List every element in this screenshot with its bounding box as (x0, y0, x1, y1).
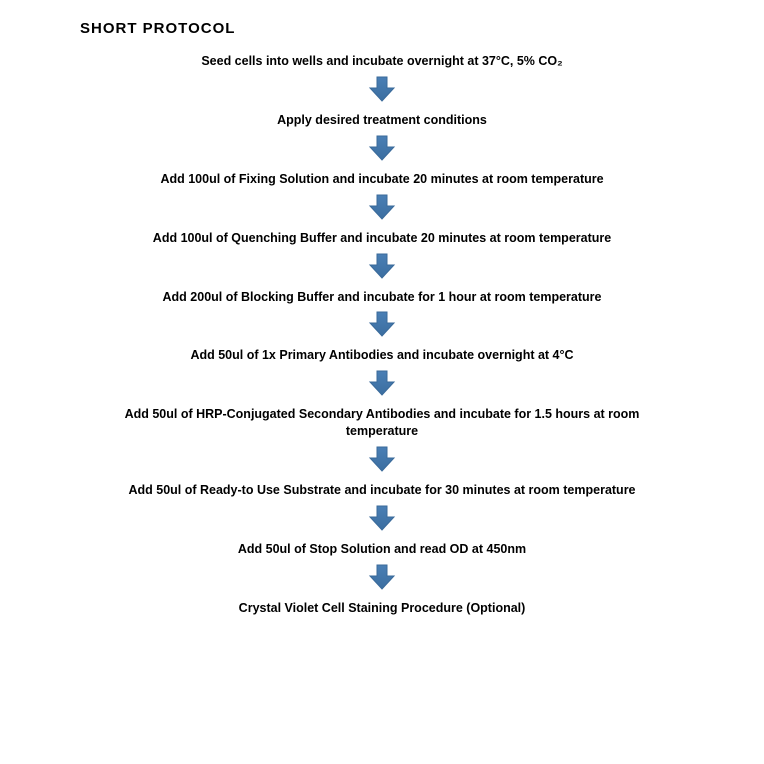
protocol-step: Add 100ul of Quenching Buffer and incuba… (153, 230, 611, 247)
protocol-step: Add 50ul of HRP-Conjugated Secondary Ant… (102, 406, 662, 440)
protocol-step: Add 50ul of 1x Primary Antibodies and in… (190, 347, 573, 364)
down-arrow-icon (368, 446, 396, 472)
protocol-step: Add 100ul of Fixing Solution and incubat… (160, 171, 603, 188)
down-arrow-icon (368, 76, 396, 102)
protocol-step: Seed cells into wells and incubate overn… (201, 53, 562, 70)
protocol-step: Add 200ul of Blocking Buffer and incubat… (163, 289, 602, 306)
protocol-step: Add 50ul of Stop Solution and read OD at… (238, 541, 526, 558)
down-arrow-icon (368, 194, 396, 220)
down-arrow-icon (368, 564, 396, 590)
down-arrow-icon (368, 311, 396, 337)
protocol-step: Apply desired treatment conditions (277, 112, 487, 129)
protocol-step: Add 50ul of Ready-to Use Substrate and i… (128, 482, 635, 499)
protocol-title: SHORT PROTOCOL (80, 20, 724, 37)
protocol-flow: Seed cells into wells and incubate overn… (40, 53, 724, 617)
down-arrow-icon (368, 370, 396, 396)
down-arrow-icon (368, 135, 396, 161)
down-arrow-icon (368, 505, 396, 531)
down-arrow-icon (368, 253, 396, 279)
protocol-step: Crystal Violet Cell Staining Procedure (… (239, 600, 526, 617)
